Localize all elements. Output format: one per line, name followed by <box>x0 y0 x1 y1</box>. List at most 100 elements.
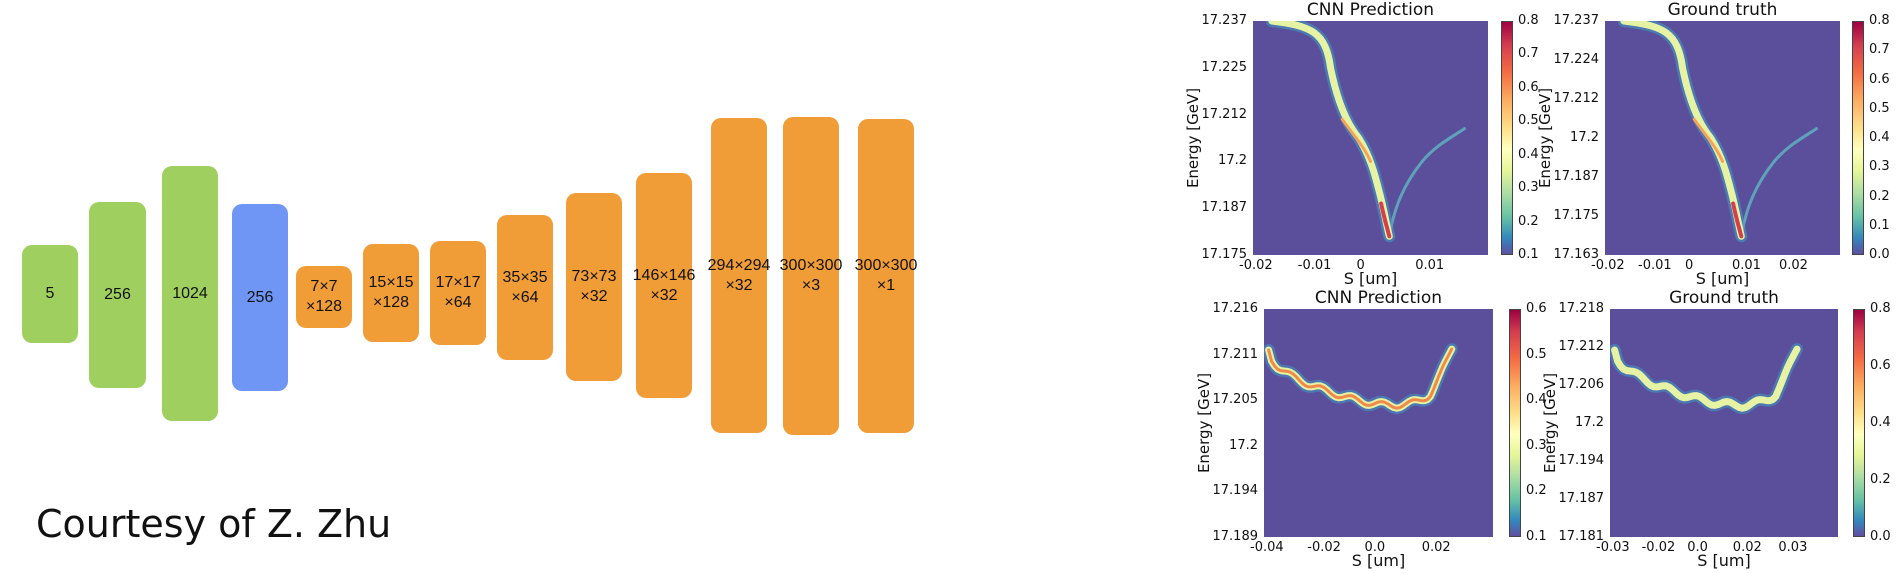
colorbar-tick-label: 0.0 <box>1870 529 1891 544</box>
x-tick-label: 0.01 <box>1732 258 1761 273</box>
layer-block: 294×294 ×32 <box>708 118 770 433</box>
y-tick-label: 17.175 <box>1201 247 1248 262</box>
layer-size-label: ×128 <box>305 298 343 315</box>
colorbar-tick-label: 0.3 <box>1518 180 1539 196</box>
x-axis-label: S [um] <box>1351 551 1406 570</box>
panel-title: Ground truth <box>1667 0 1778 20</box>
heatmap-plot <box>1610 309 1838 537</box>
y-tick-label: 17.212 <box>1553 91 1600 106</box>
layer-size-label: 5 <box>45 285 55 302</box>
x-tick-label: -0.01 <box>1638 258 1672 273</box>
colorbar-tick-label: 0.2 <box>1518 213 1539 229</box>
colorbar-tick-label: 0.1 <box>1869 217 1890 233</box>
colorbar-tick-label: 0.5 <box>1518 113 1539 129</box>
layer-size-label: ×64 <box>511 288 539 306</box>
beam-tail <box>1387 127 1466 238</box>
x-tick-label: 0.0 <box>1364 540 1386 555</box>
y-tick-label: 17.187 <box>1201 200 1248 216</box>
y-tick-label: 17.187 <box>1553 169 1600 184</box>
colorbar-tick-label: 0.4 <box>1518 146 1539 162</box>
y-tick-label: 17.211 <box>1212 346 1259 362</box>
colorbar-tick-label: 0.1 <box>1518 247 1539 262</box>
colorbar-tick-label: 0.4 <box>1869 130 1890 145</box>
colorbar-tick-label: 0.3 <box>1526 437 1547 453</box>
colorbar-tick-label: 0.4 <box>1526 392 1547 408</box>
layer-size-label: ×1 <box>876 277 896 294</box>
layer-block: 17×17 ×64 <box>430 241 486 345</box>
layer-block: 300×300 ×3 <box>780 117 842 435</box>
y-tick-label: 17.175 <box>1553 208 1600 223</box>
layer-size-label: 300×300 <box>779 257 843 274</box>
x-tick-label: 0 <box>1685 258 1694 273</box>
layer-block: 256 <box>232 204 288 391</box>
colorbar-tick-label: 0.4 <box>1870 415 1891 430</box>
layer-size-label: ×128 <box>372 294 410 311</box>
x-tick-label: 0.03 <box>1778 540 1808 555</box>
beam-core <box>1268 21 1393 240</box>
y-tick-label: 17.212 <box>1201 106 1248 122</box>
beam-core <box>1620 21 1745 240</box>
y-tick-label: 17.237 <box>1553 13 1600 28</box>
layer-block: 73×73 ×32 <box>566 193 622 381</box>
layer-block: 15×15 ×128 <box>363 244 419 342</box>
y-tick-label: 17.2 <box>1575 415 1604 430</box>
y-tick-label: 17.163 <box>1553 247 1600 262</box>
y-tick-label: 17.237 <box>1201 13 1248 28</box>
beam-peak <box>1731 201 1744 239</box>
colorbar <box>1509 309 1521 537</box>
y-tick-label: 17.181 <box>1558 529 1605 544</box>
beam-hot-region <box>1340 117 1372 163</box>
colorbar-tick-label: 0.3 <box>1869 159 1890 175</box>
layer-block: 256 <box>89 202 146 388</box>
x-tick-label: 0 <box>1356 258 1365 273</box>
colorbar-tick-label: 0.6 <box>1518 79 1539 95</box>
y-tick-label: 17.189 <box>1212 529 1259 544</box>
y-tick-label: 17.205 <box>1212 392 1259 408</box>
layer-size-label: 1024 <box>172 284 208 302</box>
colorbar-tick-label: 0.0 <box>1869 247 1890 262</box>
colorbar-tick-label: 0.7 <box>1869 42 1890 58</box>
y-tick-label: 17.194 <box>1212 483 1259 499</box>
colorbar <box>1852 21 1864 255</box>
x-axis-label: S [um] <box>1695 269 1750 288</box>
layer-size-label: 35×35 <box>502 268 548 286</box>
y-axis-label: Energy [GeV] <box>1184 87 1202 189</box>
y-tick-label: 17.206 <box>1558 377 1605 392</box>
beam-distribution <box>1610 343 1803 415</box>
y-tick-label: 17.2 <box>1218 153 1247 169</box>
colorbar-tick-label: 0.2 <box>1526 483 1547 499</box>
colorbar-tick-label: 0.6 <box>1870 358 1891 373</box>
x-tick-label: 0.02 <box>1421 540 1451 555</box>
courtesy-caption: Courtesy of Z. Zhu <box>36 502 392 546</box>
y-tick-label: 17.2 <box>1570 130 1599 145</box>
colorbar-tick-label: 0.2 <box>1869 188 1890 204</box>
x-tick-label: -0.02 <box>1239 258 1273 273</box>
y-tick-label: 17.216 <box>1212 301 1259 316</box>
layer-size-label: 256 <box>246 288 274 306</box>
colorbar-tick-label: 0.5 <box>1869 100 1890 116</box>
colorbar-tick-label: 0.2 <box>1870 472 1891 487</box>
x-tick-label: -0.03 <box>1596 540 1630 555</box>
panel-title: Ground truth <box>1669 288 1779 308</box>
colorbar-tick-label: 0.7 <box>1518 46 1539 62</box>
layer-block: 146×146 ×32 <box>633 173 695 398</box>
colorbar <box>1853 309 1865 537</box>
layer-size-label: 7×7 <box>310 278 338 295</box>
layer-size-label: 300×300 <box>854 257 918 274</box>
layer-size-label: ×3 <box>801 277 821 294</box>
layer-block: 300×300 ×1 <box>855 119 917 433</box>
colorbar-tick-label: 0.6 <box>1526 301 1547 316</box>
layer-size-label: 15×15 <box>368 274 414 291</box>
colorbar-tick-label: 0.8 <box>1870 301 1891 316</box>
layer-size-label: ×32 <box>580 288 608 305</box>
layer-block: 35×35 ×64 <box>497 215 553 360</box>
y-tick-label: 17.225 <box>1201 59 1248 75</box>
y-axis-label: Energy [GeV] <box>1536 87 1554 189</box>
x-tick-label: -0.02 <box>1591 258 1625 273</box>
x-axis-label: S [um] <box>1343 269 1398 288</box>
layer-size-label: ×64 <box>444 294 472 311</box>
layer-size-label: 17×17 <box>435 274 481 291</box>
beam-hot-region <box>1267 347 1454 410</box>
beam-peak <box>1379 201 1392 239</box>
colorbar-tick-label: 0.8 <box>1869 13 1890 28</box>
